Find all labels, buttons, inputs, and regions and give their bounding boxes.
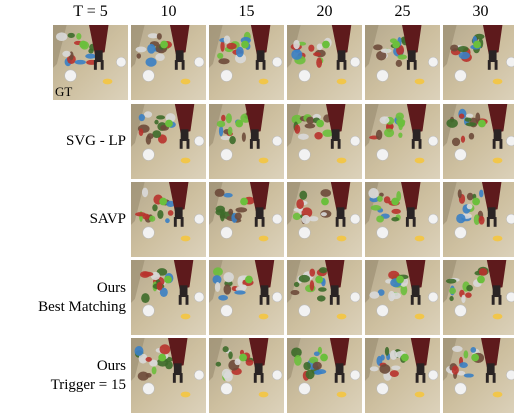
column-header-3: 20 [316, 3, 333, 20]
video-frame [442, 337, 514, 414]
row-label-line: Best Matching [38, 298, 126, 315]
row-label-3: Ours Best Matching [0, 279, 126, 317]
video-frame [130, 24, 207, 101]
video-frame [208, 103, 285, 180]
video-frame [442, 259, 514, 336]
video-frame [286, 337, 363, 414]
video-frame [208, 259, 285, 336]
row-label-line: Trigger = 15 [50, 376, 126, 393]
video-frame [130, 259, 207, 336]
video-frame [364, 24, 441, 101]
video-frame [364, 259, 441, 336]
row-label-line: Ours [96, 357, 126, 374]
column-header-1: 10 [160, 3, 177, 20]
row-label-line: Ours [96, 279, 126, 296]
video-frame [364, 181, 441, 258]
video-frame [286, 24, 363, 101]
column-header-0: T = 5 [73, 3, 108, 20]
video-frame: GT [52, 24, 129, 101]
video-frame [442, 24, 514, 101]
video-frame [130, 181, 207, 258]
column-header-2: 15 [238, 3, 255, 20]
video-frame [208, 24, 285, 101]
row-label-2: SAVP [0, 210, 126, 229]
video-frame [442, 181, 514, 258]
video-frame [364, 337, 441, 414]
ground-truth-label: GT [55, 84, 73, 99]
row-label-4: Ours Trigger = 15 [0, 357, 126, 395]
row-label-line: SVG - LP [65, 133, 126, 149]
row-label-line: SAVP [89, 211, 126, 227]
video-frame [286, 259, 363, 336]
video-frame [130, 103, 207, 180]
video-frame [208, 181, 285, 258]
video-frame [130, 337, 207, 414]
video-frame [286, 181, 363, 258]
video-frame [208, 337, 285, 414]
video-frame [364, 103, 441, 180]
column-header-5: 30 [472, 3, 489, 20]
column-header-4: 25 [394, 3, 411, 20]
video-frame [442, 103, 514, 180]
video-frame [286, 103, 363, 180]
row-label-1: SVG - LP [0, 132, 126, 151]
